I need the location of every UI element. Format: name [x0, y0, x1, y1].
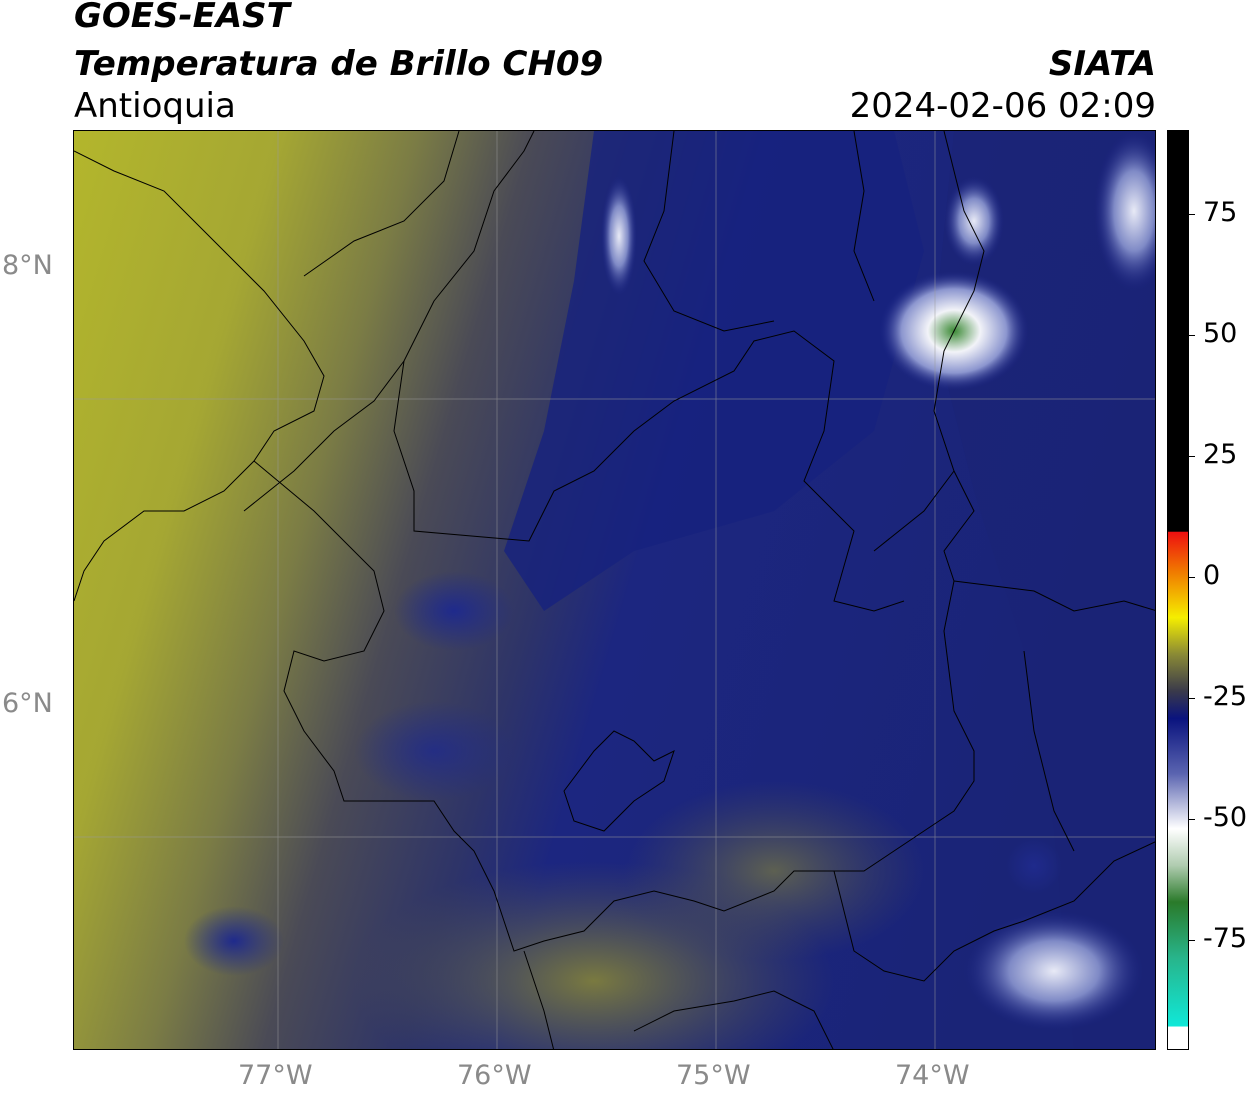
- colorbar-label-0: 0: [1203, 560, 1221, 591]
- datetime-label: 2024-02-06 02:09: [849, 86, 1156, 126]
- colorbar: [1167, 130, 1189, 1050]
- cold-blob: [1006, 838, 1062, 894]
- colorbar-label-neg50: -50: [1203, 802, 1248, 833]
- boundaries: [74, 131, 1155, 1049]
- lon-label-75w: 75°W: [676, 1060, 751, 1091]
- cold-blob: [184, 906, 284, 976]
- colorbar-label-neg25: -25: [1203, 681, 1248, 712]
- cold-blob: [354, 701, 514, 801]
- warm-area-center: [624, 781, 924, 961]
- colorbar-tick: [1189, 456, 1195, 457]
- org-label: SIATA: [1048, 44, 1156, 84]
- colorbar-label-50: 50: [1203, 318, 1238, 349]
- colorbar-label-75: 75: [1203, 197, 1238, 228]
- colorbar-tick: [1189, 940, 1195, 941]
- colorbar-tick: [1189, 577, 1195, 578]
- product-title: Temperatura de Brillo CH09: [74, 44, 604, 84]
- lon-label-77w: 77°W: [238, 1060, 313, 1091]
- lon-label-76w: 76°W: [457, 1060, 532, 1091]
- satellite-title: GOES-EAST: [74, 0, 290, 36]
- cloud-streak: [601, 176, 637, 296]
- satellite-map: [73, 130, 1156, 1050]
- colorbar-tick: [1189, 698, 1195, 699]
- graticule: [74, 131, 1155, 1049]
- cloud-east-edge: [1094, 131, 1155, 291]
- convective-cloud-north: [944, 176, 1004, 266]
- colorbar-tick: [1189, 819, 1195, 820]
- colorbar-tick: [1189, 214, 1195, 215]
- map-canvas: [74, 131, 1155, 1049]
- colorbar-label-neg75: -75: [1203, 923, 1248, 954]
- colorbar-label-25: 25: [1203, 439, 1238, 470]
- cloud-southeast: [964, 911, 1144, 1031]
- colorbar-tick: [1189, 335, 1195, 336]
- lat-label-8n: 8°N: [2, 250, 53, 281]
- lon-label-74w: 74°W: [895, 1060, 970, 1091]
- region-label: Antioquia: [74, 86, 236, 126]
- colorbar-gradient: [1168, 131, 1188, 1049]
- lat-label-6n: 6°N: [2, 688, 53, 719]
- cold-blob: [394, 571, 514, 651]
